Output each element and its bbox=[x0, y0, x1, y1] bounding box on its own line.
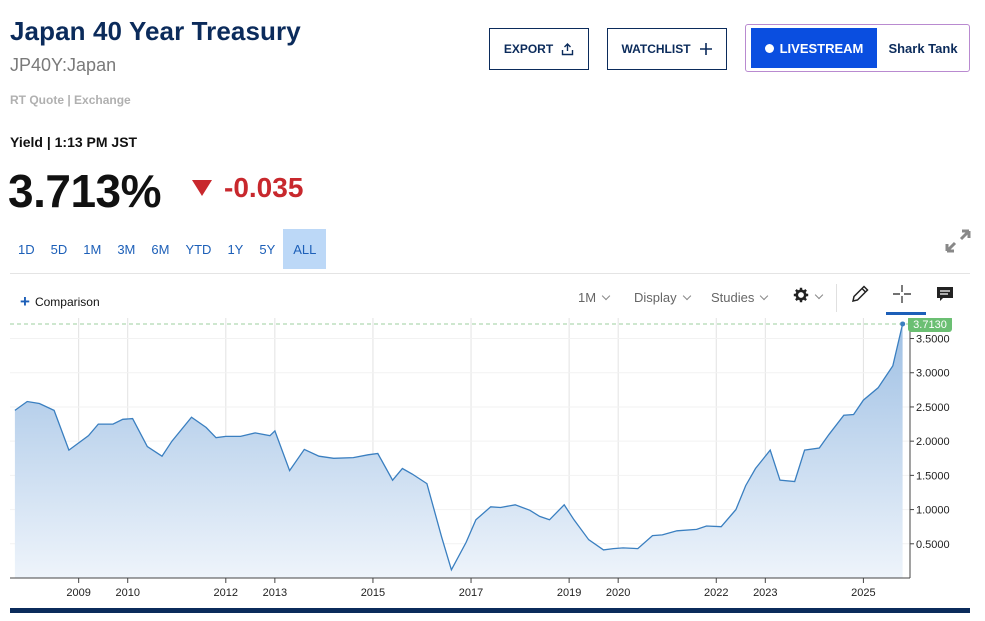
studies-label: Studies bbox=[711, 290, 755, 305]
chevron-down-icon bbox=[601, 291, 611, 301]
y-tick-label: 2.0000 bbox=[916, 436, 950, 448]
yield-chart[interactable]: 0.5000 1.0000 1.5000 2.0000 2.5000 3.0000 3.50… bbox=[0, 318, 985, 608]
time-range-tabs: 1D 5D 1M 3M 6M YTD 1Y 5Y ALL bbox=[10, 229, 327, 269]
livestream-button[interactable]: LIVESTREAM bbox=[751, 28, 877, 68]
chat-note-icon bbox=[935, 285, 955, 308]
x-tick-label: 2012 bbox=[214, 587, 238, 599]
crosshair-tool-button[interactable] bbox=[888, 284, 916, 308]
x-tick-label: 2015 bbox=[361, 587, 385, 599]
range-tab[interactable]: 1M bbox=[83, 241, 102, 257]
settings-dropdown[interactable] bbox=[793, 287, 824, 306]
range-tab[interactable]: 1D bbox=[18, 241, 35, 257]
interval-dropdown[interactable]: 1M bbox=[578, 290, 611, 305]
x-tick-label: 2010 bbox=[115, 587, 139, 599]
x-tick-label: 2020 bbox=[606, 587, 630, 599]
livestream-show-name[interactable]: Shark Tank bbox=[888, 40, 958, 56]
price-change: -0.035 bbox=[192, 172, 303, 204]
gear-icon bbox=[793, 287, 809, 306]
comparison-button[interactable]: + Comparison bbox=[20, 292, 100, 312]
quote-source: RT Quote | Exchange bbox=[10, 93, 131, 107]
chevron-down-icon bbox=[682, 291, 691, 301]
y-tick-label: 0.5000 bbox=[916, 539, 950, 551]
last-price-tag-label: 3.7130 bbox=[913, 319, 947, 331]
series-area bbox=[14, 324, 903, 578]
symbol-label: JP40Y:Japan bbox=[10, 55, 117, 75]
chevron-down-icon bbox=[760, 291, 769, 301]
livestream-label: LIVESTREAM bbox=[779, 40, 864, 56]
plus-icon: + bbox=[20, 292, 30, 311]
x-tick-label: 2025 bbox=[851, 587, 875, 599]
chevron-down-icon bbox=[814, 290, 824, 300]
watchlist-label: WATCHLIST bbox=[621, 42, 691, 56]
comparison-label: Comparison bbox=[34, 295, 100, 309]
share-upload-icon bbox=[561, 42, 574, 56]
display-dropdown[interactable]: Display bbox=[634, 290, 691, 305]
range-tab[interactable]: 5D bbox=[50, 241, 68, 257]
draw-tool-button[interactable] bbox=[846, 284, 874, 308]
last-price-tag bbox=[908, 318, 952, 332]
x-tick-label: 2022 bbox=[704, 587, 728, 599]
notes-tool-button[interactable] bbox=[931, 284, 959, 308]
page-title: Japan 40 Year Treasury bbox=[10, 16, 301, 46]
watchlist-button[interactable]: WATCHLIST bbox=[607, 28, 727, 70]
plus-icon bbox=[699, 42, 713, 56]
last-price: 3.713% bbox=[8, 165, 162, 217]
range-tab[interactable]: 5Y bbox=[259, 241, 276, 257]
x-tick-label: 2023 bbox=[753, 587, 777, 599]
export-label: EXPORT bbox=[503, 42, 554, 56]
toolbar-divider bbox=[10, 273, 970, 274]
range-tab[interactable]: YTD bbox=[185, 241, 212, 257]
y-tick-label: 1.5000 bbox=[916, 470, 950, 482]
last-point bbox=[900, 321, 906, 327]
bottom-bar bbox=[10, 608, 970, 613]
x-tick-label: 2017 bbox=[459, 587, 483, 599]
down-arrow-icon bbox=[192, 180, 212, 196]
yield-timestamp: Yield | 1:13 PM JST bbox=[10, 134, 138, 150]
studies-dropdown[interactable]: Studies bbox=[711, 290, 769, 305]
range-tab[interactable]: 1Y bbox=[227, 241, 244, 257]
display-label: Display bbox=[634, 290, 677, 305]
live-dot-icon bbox=[764, 43, 774, 53]
expand-arrows-icon[interactable] bbox=[944, 228, 972, 254]
x-tick-label: 2019 bbox=[557, 587, 581, 599]
y-tick-label: 3.5000 bbox=[916, 334, 950, 346]
range-tab[interactable]: 3M bbox=[117, 241, 136, 257]
range-tab-active[interactable]: ALL bbox=[283, 229, 327, 269]
y-tick-label: 2.5000 bbox=[916, 402, 950, 414]
interval-label: 1M bbox=[578, 290, 597, 305]
y-tick-label: 3.0000 bbox=[916, 368, 950, 380]
export-button[interactable]: EXPORT bbox=[489, 28, 589, 70]
crosshair-icon bbox=[892, 284, 912, 309]
pencil-icon bbox=[850, 284, 870, 309]
x-tick-label: 2009 bbox=[66, 587, 90, 599]
series-line[interactable] bbox=[14, 323, 904, 572]
range-tab[interactable]: 6M bbox=[151, 241, 170, 257]
price-change-value: -0.035 bbox=[224, 172, 304, 203]
toolbar-separator bbox=[836, 284, 837, 312]
active-tool-indicator bbox=[886, 312, 926, 315]
livestream-widget[interactable]: LIVESTREAM Shark Tank bbox=[745, 24, 970, 72]
y-tick-label: 1.0000 bbox=[916, 505, 950, 517]
x-tick-label: 2013 bbox=[263, 587, 287, 599]
